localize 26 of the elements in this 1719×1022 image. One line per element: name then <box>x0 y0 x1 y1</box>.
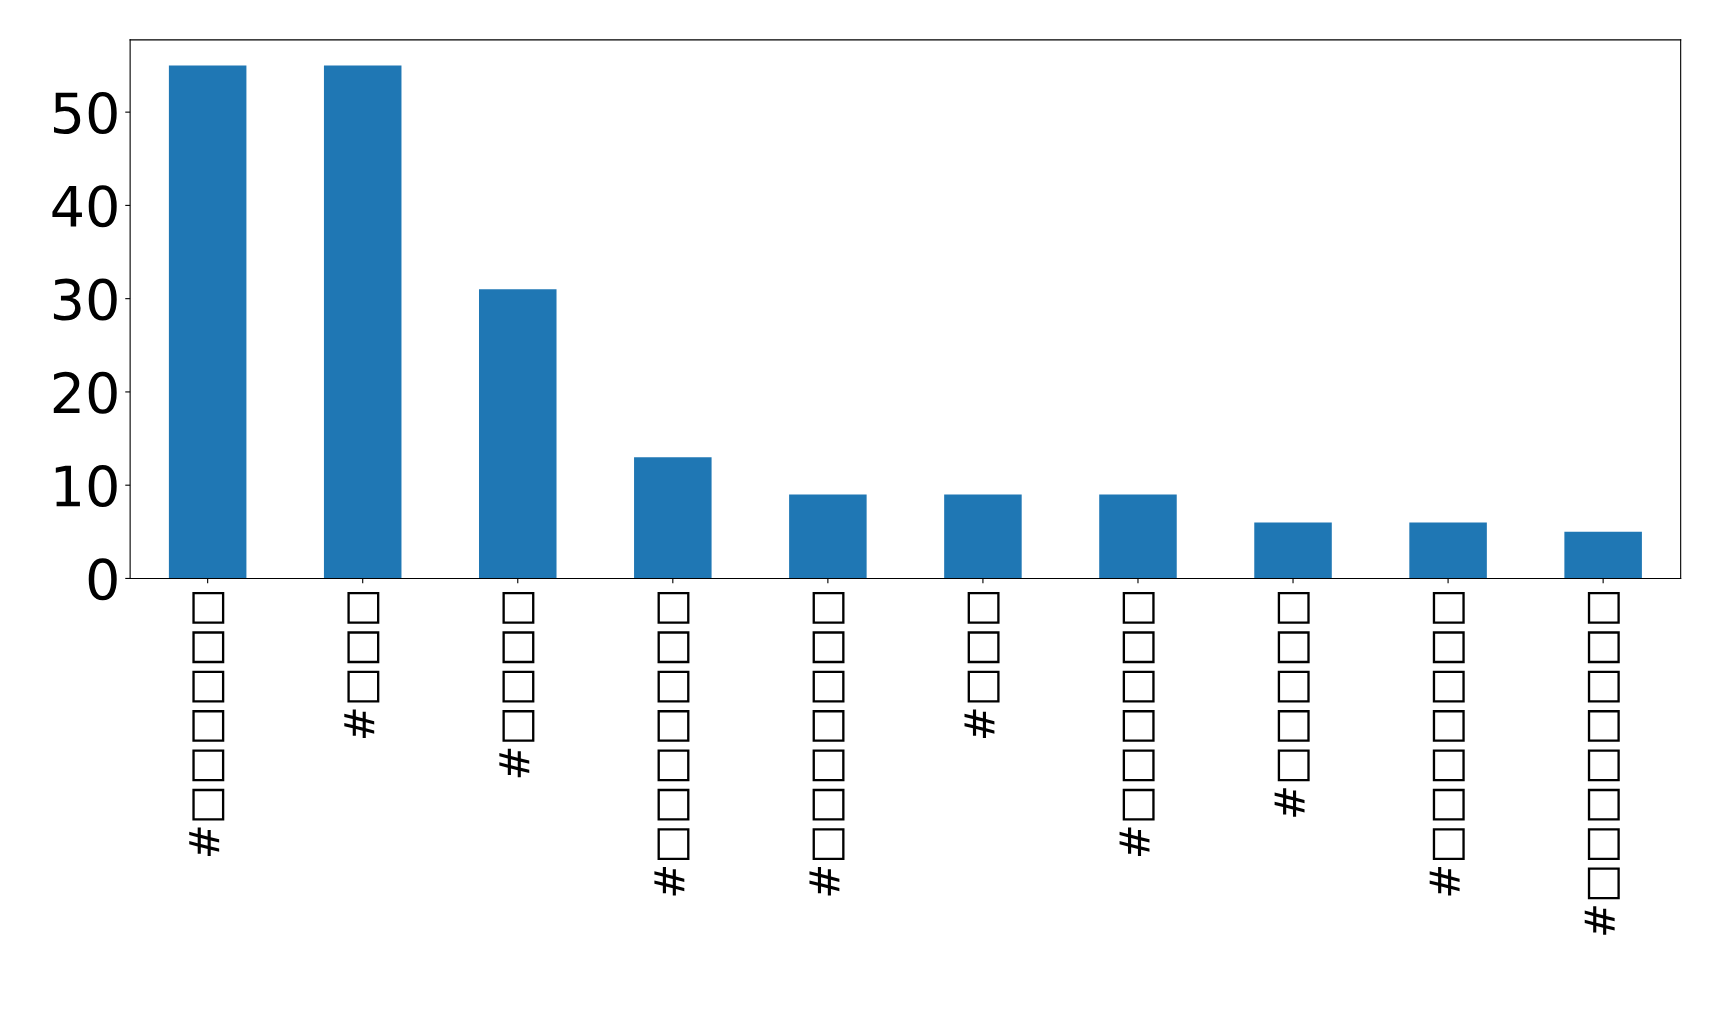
y-tick-label: 40 <box>52 185 117 228</box>
x-tick-label: #□□□□□□ <box>1119 591 1155 857</box>
x-tick-label: #□□□□□□□□ <box>1584 591 1620 935</box>
bar <box>1564 531 1642 579</box>
bar <box>634 457 712 579</box>
x-tick-label: #□□□□□□□ <box>809 591 845 896</box>
bar <box>1254 522 1332 579</box>
bar <box>1409 522 1487 579</box>
x-tick-label: #□□□□□ <box>1274 591 1310 817</box>
bar <box>168 65 247 579</box>
x-tick-label: #□□□□□□ <box>189 591 225 857</box>
y-tick-label: 10 <box>55 465 117 508</box>
bar <box>789 494 867 579</box>
bar <box>944 494 1022 579</box>
y-tick-label: 0 <box>88 558 117 601</box>
y-tick-label: 30 <box>53 278 117 321</box>
y-tick-label: 50 <box>54 92 117 135</box>
bar <box>1099 494 1177 579</box>
x-tick-label: #□□□□□□□ <box>1429 591 1465 896</box>
bar <box>323 65 402 579</box>
bar <box>479 289 557 579</box>
x-tick-label: #□□□ <box>964 591 1000 738</box>
y-tick-label: 20 <box>53 371 117 414</box>
x-tick-label: #□□□ <box>344 591 380 738</box>
x-tick-label: #□□□□□□□ <box>654 591 690 896</box>
x-tick-label: #□□□□ <box>499 591 535 778</box>
